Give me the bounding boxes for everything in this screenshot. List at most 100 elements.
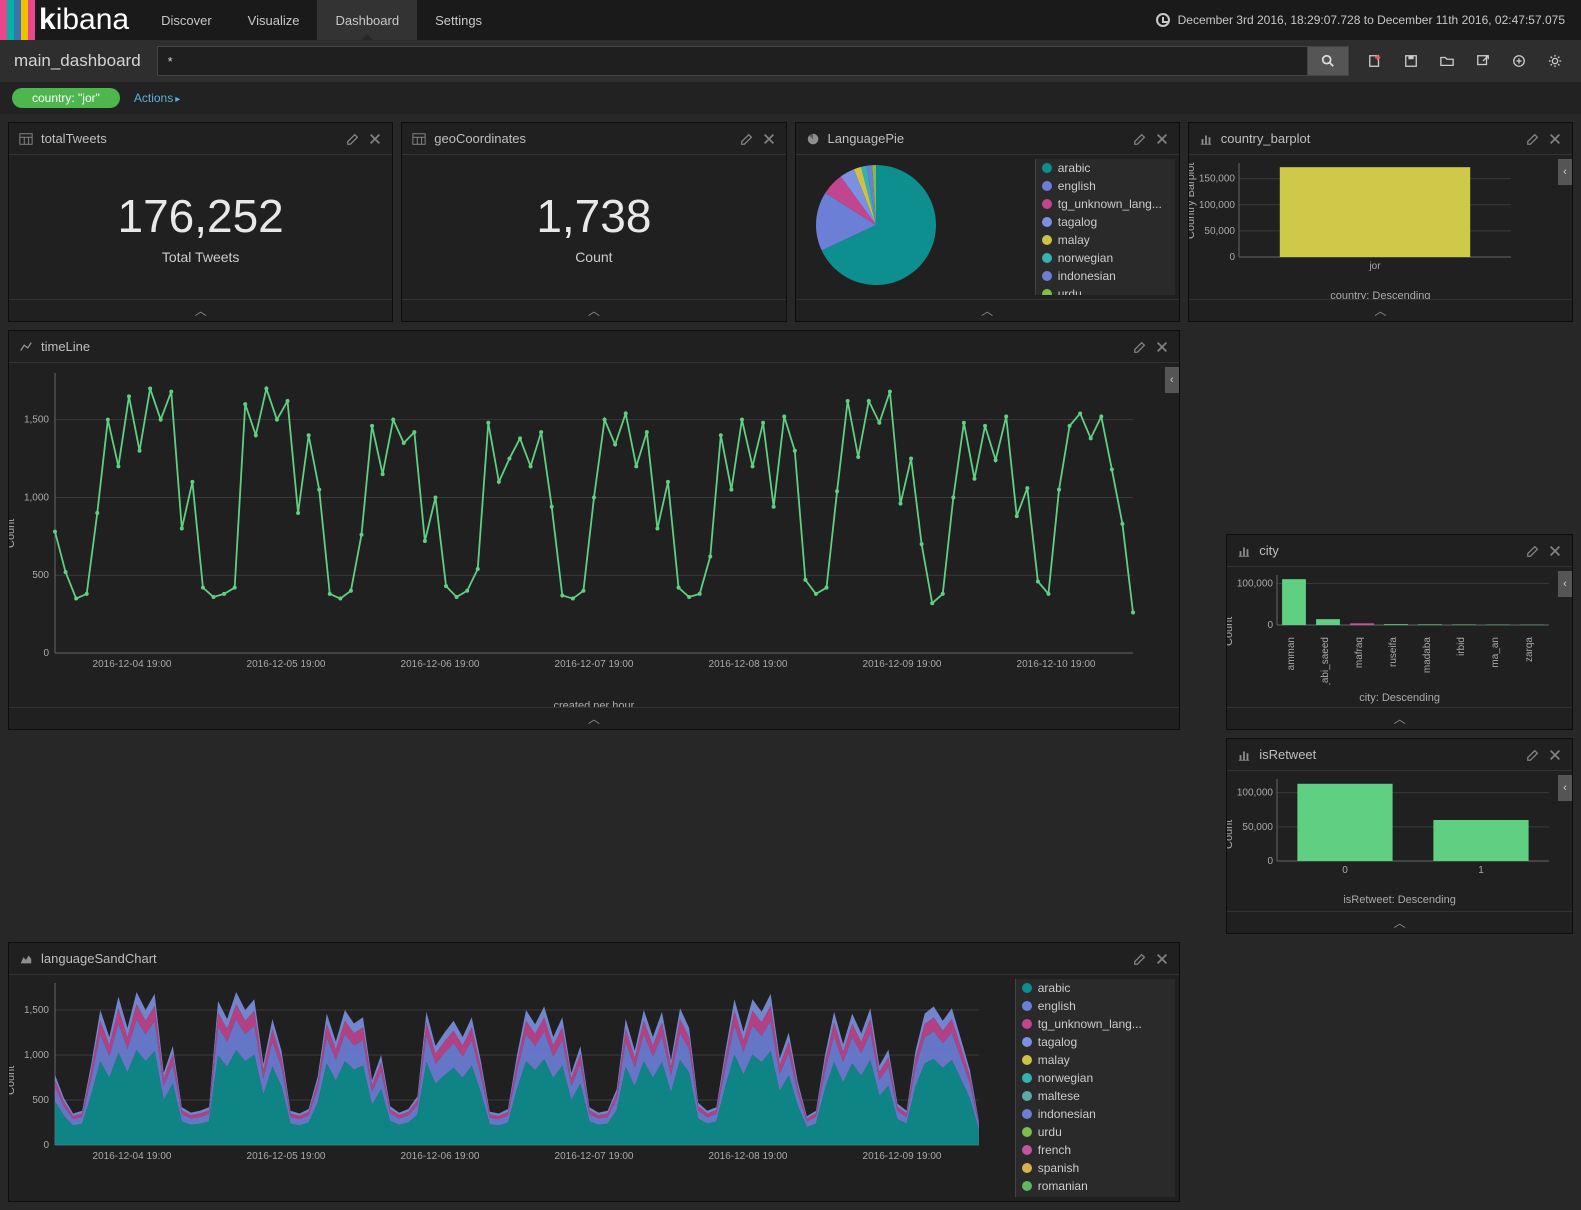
remove-icon[interactable] [1548, 132, 1562, 146]
legend-item[interactable]: indonesian [1036, 267, 1175, 285]
remove-icon[interactable] [368, 132, 382, 146]
remove-icon[interactable] [1548, 748, 1562, 762]
edit-icon[interactable] [1526, 748, 1540, 762]
nav-discover[interactable]: Discover [143, 0, 230, 40]
legend-item[interactable]: norwegian [1016, 1069, 1175, 1087]
x-axis-label: city: Descending [1227, 688, 1572, 706]
svg-text:500: 500 [32, 1095, 49, 1106]
panel-title: languageSandChart [41, 951, 157, 966]
legend-item[interactable]: arabic [1016, 979, 1175, 997]
search-button[interactable] [1307, 46, 1349, 76]
panel-footer[interactable]: ︿ [796, 299, 1179, 321]
nav-tabs: DiscoverVisualizeDashboardSettings [143, 0, 500, 40]
x-axis-label: country: Descending [1189, 286, 1572, 299]
legend-item[interactable]: french [1016, 1141, 1175, 1159]
settings-button[interactable] [1547, 53, 1563, 69]
edit-icon[interactable] [1133, 952, 1147, 966]
edit-icon[interactable] [1526, 544, 1540, 558]
svg-text:2016-12-08 19:00: 2016-12-08 19:00 [709, 659, 788, 670]
legend-item[interactable]: tagalog [1016, 1033, 1175, 1051]
legend-item[interactable]: tagalog [1036, 213, 1175, 231]
legend-toggle[interactable]: ‹ [1558, 775, 1572, 801]
edit-icon[interactable] [1526, 132, 1540, 146]
remove-icon[interactable] [762, 132, 776, 146]
legend-item[interactable]: malay [1036, 231, 1175, 249]
panel-footer[interactable]: ︿ [9, 707, 1179, 729]
panel-footer[interactable]: ︿ [1189, 299, 1572, 321]
add-icon [1512, 54, 1526, 68]
nav-dashboard[interactable]: Dashboard [317, 0, 417, 40]
legend-item[interactable]: norwegian [1036, 249, 1175, 267]
panel-footer[interactable]: ︿ [1227, 707, 1572, 729]
remove-icon[interactable] [1548, 544, 1562, 558]
add-button[interactable] [1511, 53, 1527, 69]
legend: ›arabicenglishtg_unknown_lang...tagalogm… [1015, 979, 1175, 1197]
panel-footer[interactable]: ︿ [402, 299, 785, 321]
legend-item[interactable]: malay [1016, 1051, 1175, 1069]
svg-text:2016-12-07 19:00: 2016-12-07 19:00 [555, 659, 634, 670]
svg-text:2016-12-10 19:00: 2016-12-10 19:00 [1017, 659, 1096, 670]
metric-label: Total Tweets [162, 249, 240, 265]
filter-actions[interactable]: Actions [134, 91, 180, 105]
save-button[interactable] [1403, 53, 1419, 69]
legend-item[interactable]: maltese [1016, 1087, 1175, 1105]
x-axis-label: isRetweet: Descending [1227, 890, 1572, 908]
query-bar: main_dashboard [0, 40, 1581, 82]
legend-toggle[interactable]: › [1035, 163, 1036, 189]
open-icon [1440, 54, 1454, 68]
edit-icon[interactable] [740, 132, 754, 146]
remove-icon[interactable] [1155, 952, 1169, 966]
panel-title: country_barplot [1221, 131, 1311, 146]
edit-icon[interactable] [1133, 132, 1147, 146]
legend-item[interactable]: arabic [1036, 159, 1175, 177]
logo-stripes [0, 0, 35, 40]
area-chart: 05001,0001,5002016-12-04 19:002016-12-05… [9, 975, 1149, 1175]
legend-item[interactable]: tg_unknown_lang... [1036, 195, 1175, 213]
svg-text:0: 0 [1342, 865, 1348, 876]
legend-item[interactable]: urdu [1036, 285, 1175, 295]
legend-toggle[interactable]: ‹ [1558, 159, 1572, 185]
nav-visualize[interactable]: Visualize [230, 0, 318, 40]
svg-text:2016-12-04 19:00: 2016-12-04 19:00 [93, 1151, 172, 1162]
viz-type-icon [19, 952, 33, 966]
search-input[interactable] [157, 46, 1307, 76]
new-dashboard-button[interactable] [1367, 53, 1383, 69]
svg-text:2016-12-05 19:00: 2016-12-05 19:00 [247, 1151, 326, 1162]
panel-footer[interactable]: ︿ [1227, 911, 1572, 933]
svg-text:zarqa: zarqa [1524, 637, 1535, 662]
open-button[interactable] [1439, 53, 1455, 69]
viz-type-icon [412, 132, 426, 146]
nav-settings[interactable]: Settings [417, 0, 500, 40]
legend-item[interactable]: urdu [1016, 1123, 1175, 1141]
legend-toggle[interactable]: ‹ [1165, 367, 1179, 393]
panel-header: totalTweets [9, 123, 392, 155]
svg-text:0: 0 [43, 1140, 49, 1151]
filter-pill[interactable]: country: "jor" [12, 88, 120, 108]
panel-header: country_barplot [1189, 123, 1572, 155]
legend-item[interactable]: english [1016, 997, 1175, 1015]
legend-toggle[interactable]: › [1015, 983, 1016, 1009]
time-range[interactable]: December 3rd 2016, 18:29:07.728 to Decem… [1156, 13, 1581, 27]
panel-title: city [1259, 543, 1279, 558]
chevron-up-icon: ︿ [1374, 302, 1386, 319]
legend-item[interactable]: spanish [1016, 1159, 1175, 1177]
svg-text:ma_an: ma_an [1490, 637, 1501, 668]
chevron-up-icon: ︿ [195, 302, 207, 319]
svg-text:1,500: 1,500 [24, 1005, 49, 1016]
svg-text:0: 0 [1268, 856, 1274, 867]
edit-icon[interactable] [346, 132, 360, 146]
share-button[interactable] [1475, 53, 1491, 69]
panel-header: timeLine [9, 331, 1179, 363]
legend-item[interactable]: romanian [1016, 1177, 1175, 1195]
remove-icon[interactable] [1155, 132, 1169, 146]
legend-item[interactable]: indonesian [1016, 1105, 1175, 1123]
svg-text:2016-12-09 19:00: 2016-12-09 19:00 [863, 659, 942, 670]
legend-item[interactable]: tg_unknown_lang... [1016, 1015, 1175, 1033]
remove-icon[interactable] [1155, 340, 1169, 354]
edit-icon[interactable] [1133, 340, 1147, 354]
legend-toggle[interactable]: ‹ [1558, 571, 1572, 597]
legend-item[interactable]: english [1036, 177, 1175, 195]
panel-footer[interactable]: ︿ [9, 299, 392, 321]
filter-bar: country: "jor" Actions [0, 82, 1581, 114]
chevron-up-icon: ︿ [588, 710, 600, 727]
